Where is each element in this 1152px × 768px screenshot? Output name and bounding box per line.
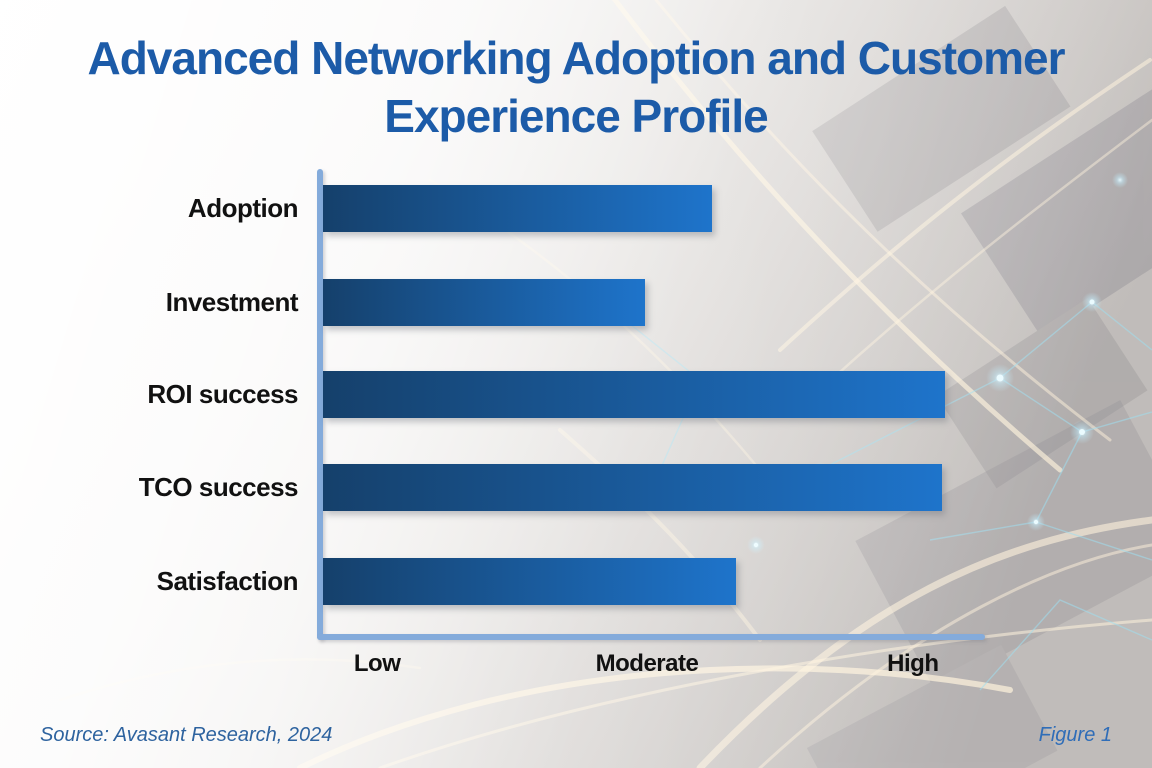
x-tick-low: Low [353, 650, 401, 677]
bar-adoption [323, 185, 712, 232]
chart-title-line-2: Experience Profile [384, 89, 768, 142]
category-labels: Adoption Investment ROI success TCO success… [0, 0, 299, 768]
category-label-roi-success: ROI success [147, 379, 298, 409]
category-label-tco-success: TCO success [138, 472, 299, 502]
bar-roi-success [323, 371, 945, 418]
y-axis-line [317, 169, 323, 640]
bar-satisfaction [323, 558, 737, 605]
source-note: Source: Avasant Research, 2024 [40, 724, 333, 746]
bar-tco-success [323, 464, 943, 511]
chart-title: Advanced Networking Adoption and Custome… [0, 30, 1152, 145]
figure-label: Figure 1 [1038, 724, 1112, 746]
category-label-adoption: Adoption [187, 193, 299, 223]
x-tick-high: High [887, 650, 939, 677]
bar-chart-plot: Low Moderate High [317, 169, 985, 677]
x-axis-line [317, 634, 985, 640]
category-label-satisfaction: Satisfaction [156, 566, 299, 596]
x-tick-moderate: Moderate [595, 650, 699, 677]
bar-investment [323, 279, 645, 326]
chart-title-line-1: Advanced Networking Adoption and Custome… [87, 32, 1065, 84]
category-label-investment: Investment [165, 287, 299, 317]
